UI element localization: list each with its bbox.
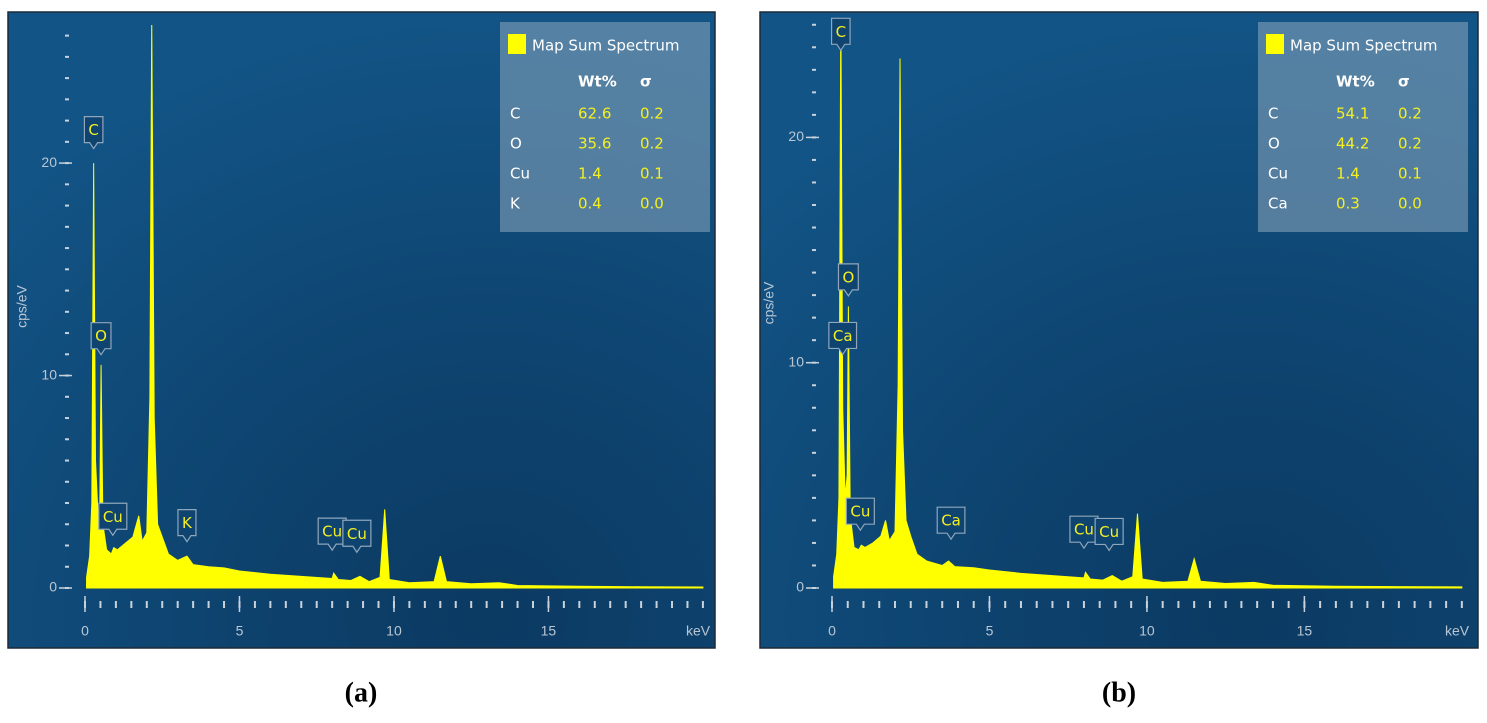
legend-element: C [510, 105, 520, 123]
y-axis-title: cps/eV [14, 284, 30, 327]
peak-label-text: Cu [103, 508, 123, 526]
peak-label-box [177, 509, 197, 543]
peak-label-box [90, 322, 112, 356]
legend-title: Map Sum Spectrum [1290, 37, 1438, 55]
peak-label-box [830, 17, 851, 52]
legend-value: 0.2 [640, 105, 664, 123]
peak-label: Cu [98, 502, 128, 537]
legend-element: C [1268, 105, 1278, 123]
y-tick-label: 0 [796, 579, 804, 595]
peak-label-text: C [88, 121, 98, 139]
peak-label-box [83, 115, 104, 150]
legend-value: 0.2 [640, 135, 664, 153]
spectrum-area [833, 18, 1463, 589]
legend-column-header: Wt% [1336, 73, 1375, 91]
legend-value: 44.2 [1336, 135, 1369, 153]
legend-element: Cu [510, 165, 530, 183]
caption: (a) [345, 677, 378, 708]
legend-swatch [508, 34, 526, 54]
peak-label-text: Cu [850, 503, 870, 521]
peak-label-text: Cu [322, 523, 342, 541]
x-axis-title: keV [686, 623, 711, 639]
y-tick-label: 20 [41, 154, 57, 170]
legend-value: 0.2 [1398, 135, 1422, 153]
x-tick-label: 10 [386, 623, 402, 639]
peak-label: Cu [1069, 515, 1099, 550]
peak-label: O [90, 322, 112, 356]
x-tick-label: 10 [1139, 623, 1155, 639]
peak-label-text: C [836, 23, 846, 41]
spectrum-area [86, 25, 704, 589]
x-axis-title: keV [1445, 623, 1470, 639]
y-tick-label: 10 [41, 366, 57, 382]
legend-box [1258, 22, 1468, 232]
peak-label: Ca [936, 506, 966, 541]
peak-label-box [1094, 517, 1124, 552]
y-axis-title: cps/eV [761, 281, 777, 324]
legend-element: Ca [1268, 195, 1288, 213]
legend-element: K [510, 195, 521, 213]
x-tick-label: 5 [236, 623, 244, 639]
peak-label-text: Cu [1099, 523, 1119, 541]
x-tick-label: 0 [828, 623, 836, 639]
peak-label: Ca [828, 321, 858, 356]
peak-label: Cu [845, 497, 875, 532]
legend-value: 1.4 [578, 165, 602, 183]
legend-value: 35.6 [578, 135, 611, 153]
legend-title: Map Sum Spectrum [532, 37, 680, 55]
legend-element: O [1268, 135, 1280, 153]
legend-value: 0.1 [1398, 165, 1422, 183]
y-tick-label: 0 [49, 579, 57, 595]
legend-value: 0.3 [1336, 195, 1360, 213]
x-tick-label: 5 [986, 623, 994, 639]
peak-label-text: O [842, 268, 854, 286]
x-tick-label: 0 [81, 623, 89, 639]
legend-value: 54.1 [1336, 105, 1369, 123]
legend-box [500, 22, 710, 232]
peak-label-box [936, 506, 966, 541]
peak-label-box [837, 263, 859, 297]
peak-label: Cu [342, 519, 372, 554]
peak-label-box [98, 502, 128, 537]
legend-swatch [1266, 34, 1284, 54]
peak-label-text: Cu [347, 525, 367, 543]
peak-label-box [828, 321, 858, 356]
legend-column-header: Wt% [578, 73, 617, 91]
x-tick-label: 15 [541, 623, 557, 639]
peak-label-text: K [182, 514, 193, 532]
peak-label-box [845, 497, 875, 532]
legend-value: 0.2 [1398, 105, 1422, 123]
peak-label-text: Cu [1074, 521, 1094, 539]
x-tick-label: 15 [1297, 623, 1313, 639]
peak-label: C [83, 115, 104, 150]
peak-label: Cu [1094, 517, 1124, 552]
legend-column-header: σ [1398, 73, 1410, 91]
legend-value: 0.0 [1398, 195, 1422, 213]
peak-label-text: Ca [833, 327, 853, 345]
peak-label-text: Ca [941, 512, 961, 530]
legend-column-header: σ [640, 73, 652, 91]
peak-label: O [837, 263, 859, 297]
legend-value: 0.0 [640, 195, 664, 213]
peak-label: Cu [317, 517, 347, 552]
peak-label-box [342, 519, 372, 554]
legend-element: O [510, 135, 522, 153]
legend-element: Cu [1268, 165, 1288, 183]
legend-value: 62.6 [578, 105, 611, 123]
peak-label-text: O [95, 327, 107, 345]
legend-value: 1.4 [1336, 165, 1360, 183]
peak-label: K [177, 509, 197, 543]
y-tick-label: 10 [788, 353, 804, 369]
legend-value: 0.4 [578, 195, 602, 213]
legend-value: 0.1 [640, 165, 664, 183]
peak-label: C [830, 17, 851, 52]
caption: (b) [1102, 677, 1136, 708]
y-tick-label: 20 [788, 128, 804, 144]
